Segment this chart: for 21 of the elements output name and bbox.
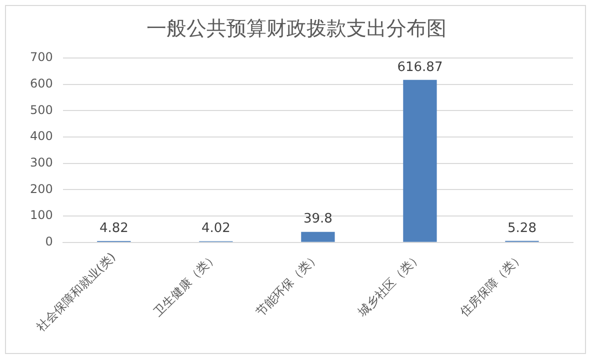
y-tick-label: 200: [30, 182, 53, 196]
x-tick-label: 住房保障（类）: [456, 250, 526, 320]
y-tick-label: 600: [30, 76, 53, 90]
bar: [301, 232, 335, 242]
x-tick-label: 卫生健康（类）: [150, 250, 220, 320]
bar: [403, 80, 437, 242]
data-label: 616.87: [397, 60, 443, 75]
y-tick-label: 0: [45, 234, 53, 248]
x-tick-label: 节能环保（类）: [252, 250, 322, 320]
chart-title: 一般公共预算财政拨款支出分布图: [146, 16, 446, 40]
y-tick-label: 400: [30, 129, 53, 144]
data-label: 5.28: [508, 220, 536, 236]
y-tick-label: 100: [30, 208, 53, 222]
y-tick-label: 700: [30, 50, 53, 64]
data-label: 4.82: [99, 220, 128, 236]
data-label: 39.8: [303, 212, 332, 227]
x-tick-label: 城乡社区（类）: [354, 250, 424, 320]
x-tick-label: 社会保障和就业(类): [34, 250, 118, 334]
y-tick-label: 500: [30, 102, 53, 117]
data-label: 4.02: [201, 221, 230, 236]
y-tick-label: 300: [30, 155, 53, 170]
